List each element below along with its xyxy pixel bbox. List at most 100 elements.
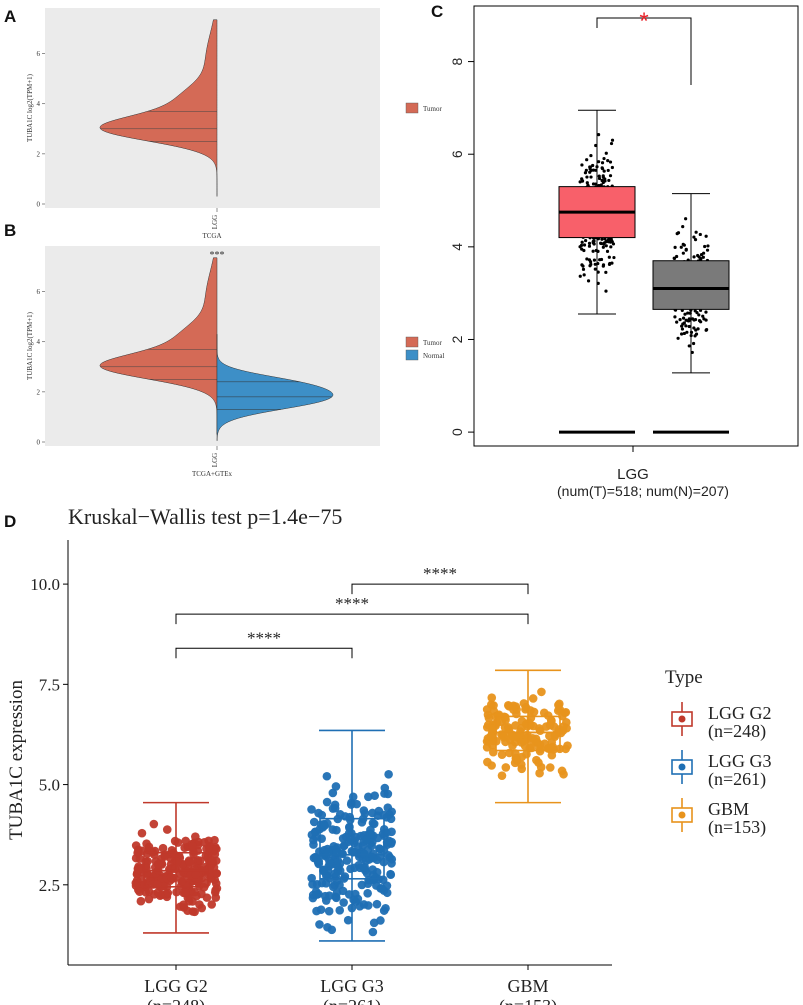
data-point	[588, 170, 592, 174]
panel-d-comparison-brackets: **** **** ****	[175, 564, 529, 659]
data-point	[185, 858, 195, 867]
data-point	[579, 243, 584, 247]
data-point	[612, 255, 616, 260]
panel-d-title: Kruskal−Wallis test p=1.4e−75	[68, 504, 342, 529]
x-tick-label: LGG G2	[144, 976, 208, 996]
data-point	[136, 896, 146, 906]
data-point	[601, 245, 605, 249]
data-point	[315, 920, 324, 929]
panel-b-violin	[99, 257, 334, 441]
x-tick-count: (n=261)	[323, 996, 381, 1005]
panel-c-sublabel: (num(T)=518; num(N)=207)	[557, 483, 729, 499]
panel-b-legend-normal: Normal	[423, 352, 444, 360]
legend-label: LGG G2	[708, 703, 772, 723]
data-point	[517, 716, 527, 726]
data-point	[593, 267, 597, 271]
data-point	[359, 806, 369, 815]
legend-count: (n=248)	[708, 721, 766, 742]
data-point	[602, 156, 606, 161]
data-point	[682, 321, 686, 325]
data-point	[142, 839, 151, 848]
legend-key-dot	[678, 811, 686, 819]
data-point	[369, 918, 379, 928]
panel-c-comparison-bracket	[596, 17, 692, 85]
y-tick-label: 0	[37, 201, 41, 209]
legend-key-dot	[678, 715, 686, 723]
data-point	[328, 788, 338, 798]
legend-count: (n=261)	[708, 769, 766, 790]
data-point	[596, 133, 601, 137]
data-point	[352, 799, 362, 809]
data-point	[195, 900, 204, 909]
data-point	[377, 884, 387, 893]
data-point	[594, 182, 598, 186]
data-point	[183, 906, 192, 916]
panel-c-xtick: LGG	[617, 466, 649, 483]
data-point	[556, 728, 566, 738]
data-point	[585, 158, 589, 162]
data-point	[690, 350, 694, 355]
panel-d-ylabel: TUBA1C expression	[6, 680, 27, 840]
panel-d-x-labels: LGG G2(n=248) LGG G3(n=261) GBM(n=153)	[144, 976, 557, 1005]
data-point	[597, 160, 601, 164]
data-point	[331, 892, 340, 902]
data-point	[332, 825, 341, 835]
data-point	[338, 886, 348, 896]
data-point	[348, 792, 358, 802]
data-point	[597, 174, 601, 178]
y-tick-label: 4	[449, 243, 465, 251]
data-point	[557, 766, 567, 776]
panel-c-label: C	[431, 2, 443, 21]
data-point	[600, 161, 605, 165]
data-point	[693, 238, 698, 242]
data-point	[604, 244, 608, 248]
panel-b-significance: ***	[210, 250, 225, 261]
data-point	[511, 749, 520, 758]
data-point	[581, 264, 585, 268]
panel-a-label: A	[4, 7, 16, 26]
panel-a-legend-tumor: Tumor	[423, 105, 442, 113]
data-point	[541, 722, 551, 731]
x-tick-label: GBM	[507, 976, 548, 996]
data-point	[601, 180, 605, 185]
data-point	[153, 859, 163, 869]
panel-a-violin	[99, 19, 218, 197]
data-point	[692, 235, 696, 239]
y-tick-label: 10.0	[30, 575, 60, 594]
data-point	[197, 889, 206, 899]
data-point	[208, 856, 217, 865]
data-point	[487, 693, 497, 702]
data-point	[672, 256, 677, 260]
panel-c-plot-frame	[473, 5, 799, 447]
data-point	[312, 879, 322, 889]
data-point	[316, 905, 326, 914]
data-point	[608, 160, 613, 164]
x-tick-label: LGG G3	[320, 976, 384, 996]
data-point	[180, 888, 190, 897]
data-point	[332, 848, 341, 857]
data-point	[362, 856, 371, 866]
box	[319, 817, 385, 880]
data-point	[562, 718, 571, 727]
data-point	[675, 254, 679, 259]
data-point	[587, 244, 592, 248]
y-tick-label: 2	[37, 150, 41, 158]
data-point	[144, 887, 154, 896]
data-point	[528, 694, 538, 703]
data-point	[323, 922, 332, 932]
data-point	[166, 872, 176, 882]
y-tick-label: 7.5	[39, 675, 60, 694]
data-point	[697, 313, 701, 317]
data-point	[684, 324, 688, 328]
data-point	[153, 888, 163, 897]
significance-label: ****	[335, 594, 369, 613]
data-point	[330, 869, 340, 878]
data-point	[692, 326, 696, 330]
data-point	[535, 768, 544, 778]
data-point	[175, 869, 185, 879]
data-point	[149, 850, 159, 859]
normal-violin	[216, 334, 334, 441]
data-point	[603, 177, 607, 181]
data-point	[373, 833, 383, 843]
y-tick-label: 6	[449, 150, 465, 158]
